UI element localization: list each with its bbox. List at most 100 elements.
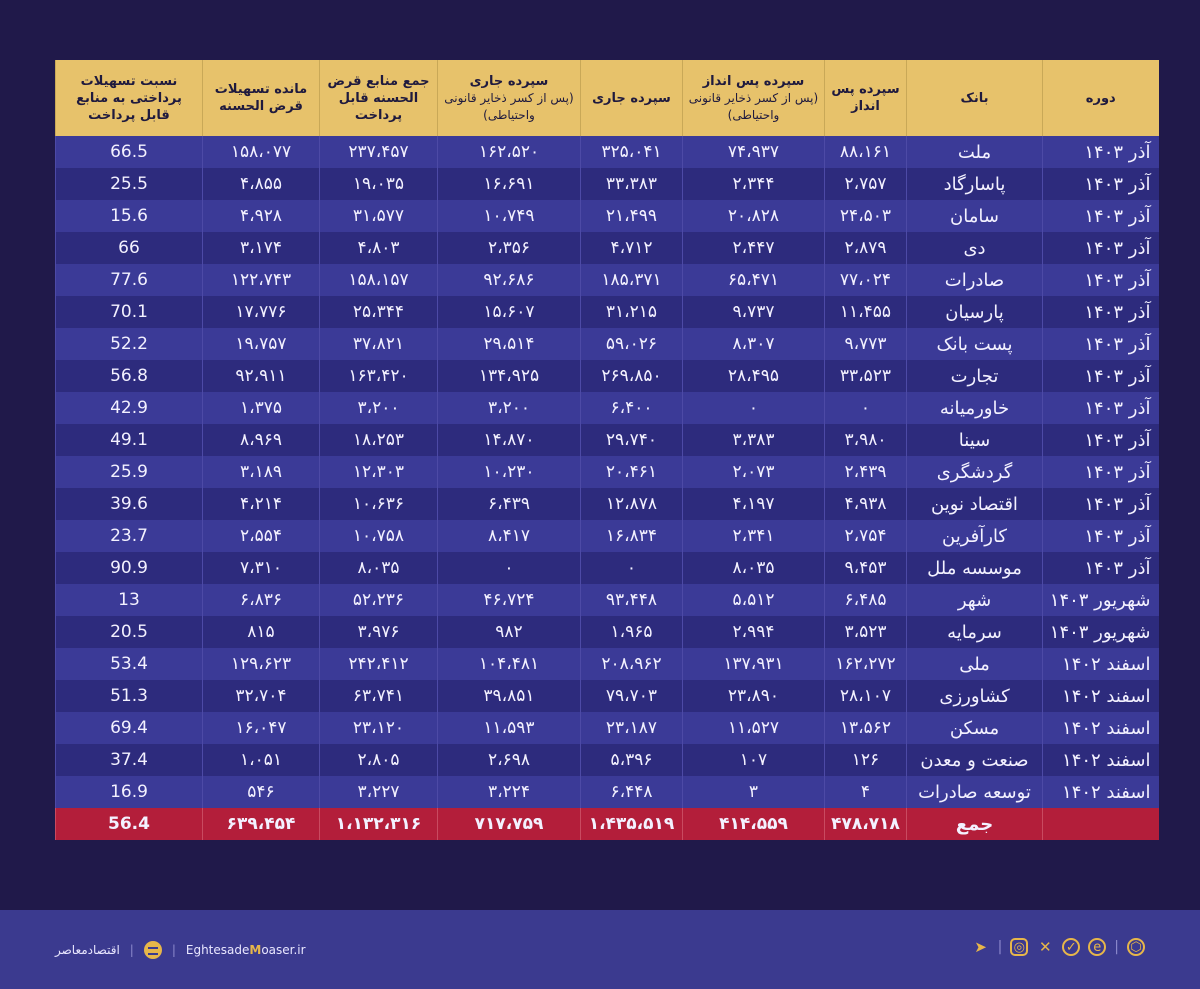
bale-icon[interactable]: ✓ xyxy=(1062,938,1081,956)
value-cell: ۱۵۸،۱۵۷ xyxy=(319,264,438,296)
value-cell: ۲۳۷،۴۵۷ xyxy=(319,136,438,168)
value-cell: 25.5 xyxy=(55,168,203,200)
table-row: آذر ۱۴۰۳ تجارت ۳۳،۵۲۳ ۲۸،۴۹۵ ۲۶۹،۸۵۰ ۱۳۴،۹۲۵ ۱… xyxy=(55,360,1159,392)
bank-cell: صادرات xyxy=(906,264,1043,296)
value-cell: ۲،۳۴۴ xyxy=(682,168,825,200)
value-cell: 39.6 xyxy=(55,488,203,520)
value-cell: 42.9 xyxy=(55,392,203,424)
value-cell: ۶،۸۳۶ xyxy=(202,584,320,616)
period-cell: اسفند ۱۴۰۲ xyxy=(1042,680,1159,712)
value-cell: ۲۰،۸۲۸ xyxy=(682,200,825,232)
value-cell: 20.5 xyxy=(55,616,203,648)
table-row: شهریور ۱۴۰۳ سرمایه ۳،۵۲۳ ۲،۹۹۴ ۱،۹۶۵ ۹۸۲ ۳،۹۷۶… xyxy=(55,616,1159,648)
value-cell: ۱۳۷،۹۳۱ xyxy=(682,648,825,680)
value-cell: ۱۱،۵۲۷ xyxy=(682,712,825,744)
value-cell: ۴ xyxy=(824,776,907,808)
instagram-icon[interactable]: ◎ xyxy=(1010,938,1029,956)
value-cell: ۷،۳۱۰ xyxy=(202,552,320,584)
value-cell: ۱۹،۰۳۵ xyxy=(319,168,438,200)
period-cell: آذر ۱۴۰۳ xyxy=(1042,488,1159,520)
value-cell: ۲،۸۷۹ xyxy=(824,232,907,264)
period-cell: اسفند ۱۴۰۲ xyxy=(1042,712,1159,744)
value-cell: ۱،۳۷۵ xyxy=(202,392,320,424)
column-header: جمع منابع قرض الحسنه قابل پرداخت xyxy=(319,60,438,136)
period-cell: اسفند ۱۴۰۲ xyxy=(1042,744,1159,776)
value-cell: ۷۴،۹۳۷ xyxy=(682,136,825,168)
period-cell: اسفند ۱۴۰۲ xyxy=(1042,776,1159,808)
bank-cell: موسسه ملل xyxy=(906,552,1043,584)
value-cell: ۳۷،۸۲۱ xyxy=(319,328,438,360)
table-row: آذر ۱۴۰۳ گردشگری ۲،۴۳۹ ۲،۰۷۳ ۲۰،۴۶۱ ۱۰،۲۳۰ ۱۲،… xyxy=(55,456,1159,488)
value-cell: ۱۶،۸۳۴ xyxy=(580,520,683,552)
table-row: آذر ۱۴۰۳ پست بانک ۹،۷۷۳ ۸،۳۰۷ ۵۹،۰۲۶ ۲۹،۵۱۴ ۳۷… xyxy=(55,328,1159,360)
value-cell: ۳۳،۵۲۳ xyxy=(824,360,907,392)
table-body: آذر ۱۴۰۳ ملت ۸۸،۱۶۱ ۷۴،۹۳۷ ۳۲۵،۰۴۱ ۱۶۲،۵۲۰ ۲۳۷… xyxy=(55,136,1159,840)
website-link[interactable]: EghtesadeMoaser.ir xyxy=(185,943,306,957)
value-cell: ۸۱۵ xyxy=(202,616,320,648)
brand-name: اقتصادمعاصر xyxy=(55,943,120,957)
value-cell: ۴،۸۵۵ xyxy=(202,168,320,200)
value-cell: ۶۳،۷۴۱ xyxy=(319,680,438,712)
value-cell: ۱۵۸،۰۷۷ xyxy=(202,136,320,168)
value-cell: 37.4 xyxy=(55,744,203,776)
value-cell: ۹۸۲ xyxy=(437,616,581,648)
value-cell: ۳،۹۸۰ xyxy=(824,424,907,456)
value-cell: ۰ xyxy=(682,392,825,424)
value-cell: ۱۰،۷۵۸ xyxy=(319,520,438,552)
value-cell: ۳،۱۸۹ xyxy=(202,456,320,488)
bank-cell: پارسیان xyxy=(906,296,1043,328)
bank-cell: سامان xyxy=(906,200,1043,232)
table-row: آذر ۱۴۰۳ صادرات ۷۷،۰۲۴ ۶۵،۴۷۱ ۱۸۵،۳۷۱ ۹۲،۶۸۶ ۱… xyxy=(55,264,1159,296)
table-row: آذر ۱۴۰۳ موسسه ملل ۹،۴۵۳ ۸،۰۳۵ ۰ ۰ ۸،۰۳۵ ۷،۳۱۰ 9… xyxy=(55,552,1159,584)
value-cell: 66.5 xyxy=(55,136,203,168)
value-cell: ۱۲،۸۷۸ xyxy=(580,488,683,520)
value-cell: ۳،۱۷۴ xyxy=(202,232,320,264)
value-cell: 16.9 xyxy=(55,776,203,808)
value-cell: ۱۶۳،۴۲۰ xyxy=(319,360,438,392)
value-cell: ۳،۲۰۰ xyxy=(319,392,438,424)
period-cell: آذر ۱۴۰۳ xyxy=(1042,424,1159,456)
bank-cell: گردشگری xyxy=(906,456,1043,488)
data-table-container: دوره بانک سپرده پس انداز سپرده پس انداز (پس … xyxy=(55,60,1159,840)
value-cell: ۶،۴۴۸ xyxy=(580,776,683,808)
telegram-icon[interactable]: ➤ xyxy=(974,937,987,956)
value-cell: 56.8 xyxy=(55,360,203,392)
value-cell: ۶،۴۰۰ xyxy=(580,392,683,424)
period-cell: آذر ۱۴۰۳ xyxy=(1042,552,1159,584)
value-cell: ۳،۲۲۷ xyxy=(319,776,438,808)
x-icon[interactable]: ✕ xyxy=(1038,937,1052,956)
rubika-icon[interactable]: ⬡ xyxy=(1127,938,1145,956)
value-cell: ۲،۶۹۸ xyxy=(437,744,581,776)
value-cell: ۲۵،۳۴۴ xyxy=(319,296,438,328)
bank-cell: پست بانک xyxy=(906,328,1043,360)
value-cell: ۶۵،۴۷۱ xyxy=(682,264,825,296)
table-row: آذر ۱۴۰۳ سامان ۲۴،۵۰۳ ۲۰،۸۲۸ ۲۱،۴۹۹ ۱۰،۷۴۹ ۳۱،… xyxy=(55,200,1159,232)
bank-cell: ملی xyxy=(906,648,1043,680)
period-cell: اسفند ۱۴۰۲ xyxy=(1042,648,1159,680)
period-cell: آذر ۱۴۰۳ xyxy=(1042,264,1159,296)
value-cell: ۱۶،۶۹۱ xyxy=(437,168,581,200)
social-icons: ➤ | ◎ ✕ ✓ e | ⬡ xyxy=(972,938,1145,956)
value-cell: ۸۸،۱۶۱ xyxy=(824,136,907,168)
value-cell: ۹،۴۵۳ xyxy=(824,552,907,584)
eitaa-icon[interactable]: e xyxy=(1088,938,1107,956)
value-cell: ۹،۷۳۷ xyxy=(682,296,825,328)
value-cell: ۸،۰۳۵ xyxy=(319,552,438,584)
value-cell: 51.3 xyxy=(55,680,203,712)
bank-cell: پاسارگاد xyxy=(906,168,1043,200)
value-cell: ۲،۳۵۶ xyxy=(437,232,581,264)
table-row: آذر ۱۴۰۳ سینا ۳،۹۸۰ ۳،۳۸۳ ۲۹،۷۴۰ ۱۴،۸۷۰ ۱۸،۲۵۳… xyxy=(55,424,1159,456)
total-cell: ۱،۴۳۵،۵۱۹ xyxy=(580,808,683,840)
value-cell: ۱۹،۷۵۷ xyxy=(202,328,320,360)
total-cell: ۴۷۸،۷۱۸ xyxy=(824,808,907,840)
table-header-row: دوره بانک سپرده پس انداز سپرده پس انداز (پس … xyxy=(55,60,1159,136)
value-cell: ۱۸۵،۳۷۱ xyxy=(580,264,683,296)
value-cell: ۴،۹۲۸ xyxy=(202,200,320,232)
value-cell: ۴،۲۱۴ xyxy=(202,488,320,520)
value-cell: ۸،۰۳۵ xyxy=(682,552,825,584)
value-cell: ۸،۴۱۷ xyxy=(437,520,581,552)
value-cell: ۳۲۵،۰۴۱ xyxy=(580,136,683,168)
value-cell: ۱،۹۶۵ xyxy=(580,616,683,648)
period-cell: آذر ۱۴۰۳ xyxy=(1042,360,1159,392)
column-header: نسبت تسهیلات پرداختی به منابع قابل پرداخ… xyxy=(55,60,203,136)
